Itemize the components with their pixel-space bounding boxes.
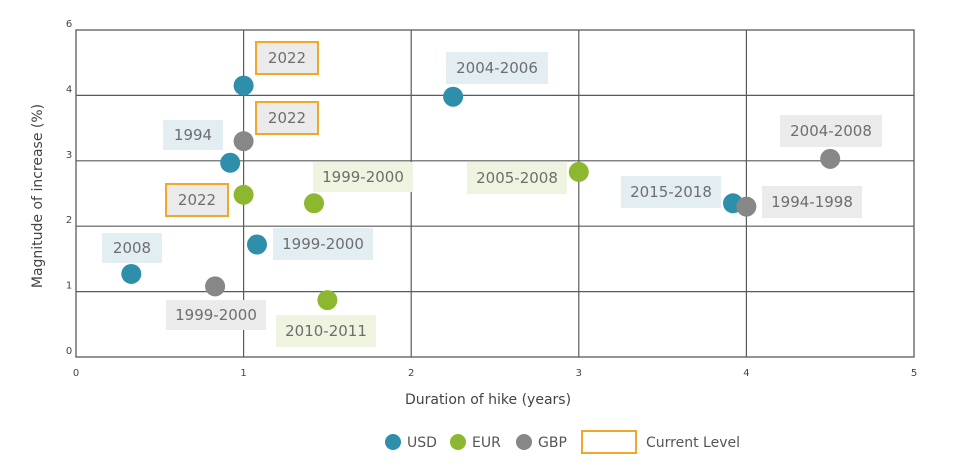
usd-label-1: 1994 [163,120,223,150]
point-label-text: 2010-2011 [285,322,367,340]
label-background [313,162,413,192]
label-background [163,120,223,150]
eur-label-2: 2005-2008 [467,162,567,194]
point-label-text: 2004-2008 [790,122,872,140]
usd-point [233,75,254,96]
point-label-text: 2022 [268,49,306,67]
label-background [780,115,882,147]
label-background [762,186,862,218]
usd-label-2: 2004-2006 [446,52,548,84]
point-label-text: 2022 [268,109,306,127]
eur-label-0: 2022 [165,183,229,217]
legend-swatch [385,434,401,450]
y-tick-label: 0 [66,346,72,357]
point-label-text: 2008 [113,239,151,257]
legend-swatch [450,434,466,450]
gbp-label-3: 1994-1998 [762,186,862,218]
legend-swatch [581,430,637,454]
label-background [276,315,376,347]
eur-label-3: 2010-2011 [276,315,376,347]
label-background [102,233,162,263]
usd-point [443,86,464,107]
eur-label-1: 1999-2000 [313,162,413,192]
point-label-text: 1999-2000 [322,168,404,186]
point-label-text: 1994 [174,126,212,144]
gbp-point [205,276,226,297]
x-axis-title: Duration of hike (years) [405,392,571,408]
legend-label: GBP [538,435,567,451]
legend-item-eur: EUR [450,434,501,451]
y-tick-label: 1 [66,281,72,292]
usd-label-4: 2008 [102,233,162,263]
gbp-point [233,131,254,152]
point-label-text: 1999-2000 [175,306,257,324]
x-tick-labels: 0 1 2 3 4 5 [73,368,917,379]
legend-label: USD [407,435,437,451]
x-tick-label: 3 [576,368,582,379]
current-level-box [165,183,229,217]
usd-label-3: 1999-2000 [273,228,373,260]
label-background [166,300,266,330]
legend-item-usd: USD [385,434,437,451]
gbp-point [820,148,841,169]
current-level-box [255,41,319,75]
point-labels: 2022 1994 2004-2006 1999-2000 2008 2015-2018 2… [102,41,882,347]
label-background [446,52,548,84]
current-level-box [255,101,319,135]
eur-point [568,161,589,182]
y-tick-label: 2 [66,215,72,226]
point-label-text: 1994-1998 [771,193,853,211]
x-tick-label: 1 [240,368,246,379]
legend-item-gbp: GBP [516,434,567,451]
point-label-text: 2022 [178,191,216,209]
point-label-text: 1999-2000 [282,235,364,253]
usd-point [247,234,268,255]
eur-point [317,290,338,311]
legend-label: Current Level [646,435,740,451]
legend: USD EUR GBP Current Level [385,430,740,454]
legend-item-current-level: Current Level [581,430,740,454]
point-label-text: 2004-2006 [456,59,538,77]
x-tick-label: 4 [743,368,749,379]
plot-frame [75,29,915,358]
eur-point [233,184,254,205]
usd-point [220,152,241,173]
data-points [121,75,841,311]
gbp-label-0: 2022 [255,101,319,135]
x-tick-label: 0 [73,368,79,379]
label-background [273,228,373,260]
gbp-point [736,196,757,217]
x-tick-label: 5 [911,368,917,379]
point-label-text: 2015-2018 [630,183,712,201]
eur-point [303,193,324,214]
label-background [621,176,721,208]
point-label-text: 2005-2008 [476,169,558,187]
y-tick-label: 6 [66,19,72,30]
y-tick-labels: 0 1 2 3 4 6 [66,19,72,357]
label-background [467,162,567,194]
usd-label-5: 2015-2018 [621,176,721,208]
usd-point [121,263,142,284]
y-tick-label: 4 [66,84,72,95]
gbp-label-1: 1999-2000 [166,300,266,330]
usd-label-0: 2022 [255,41,319,75]
y-axis-title: Magnitude of increase (%) [30,104,46,288]
legend-label: EUR [472,435,501,451]
x-tick-label: 2 [408,368,414,379]
gbp-label-2: 2004-2008 [780,115,882,147]
legend-swatch [516,434,532,450]
y-tick-label: 3 [66,150,72,161]
